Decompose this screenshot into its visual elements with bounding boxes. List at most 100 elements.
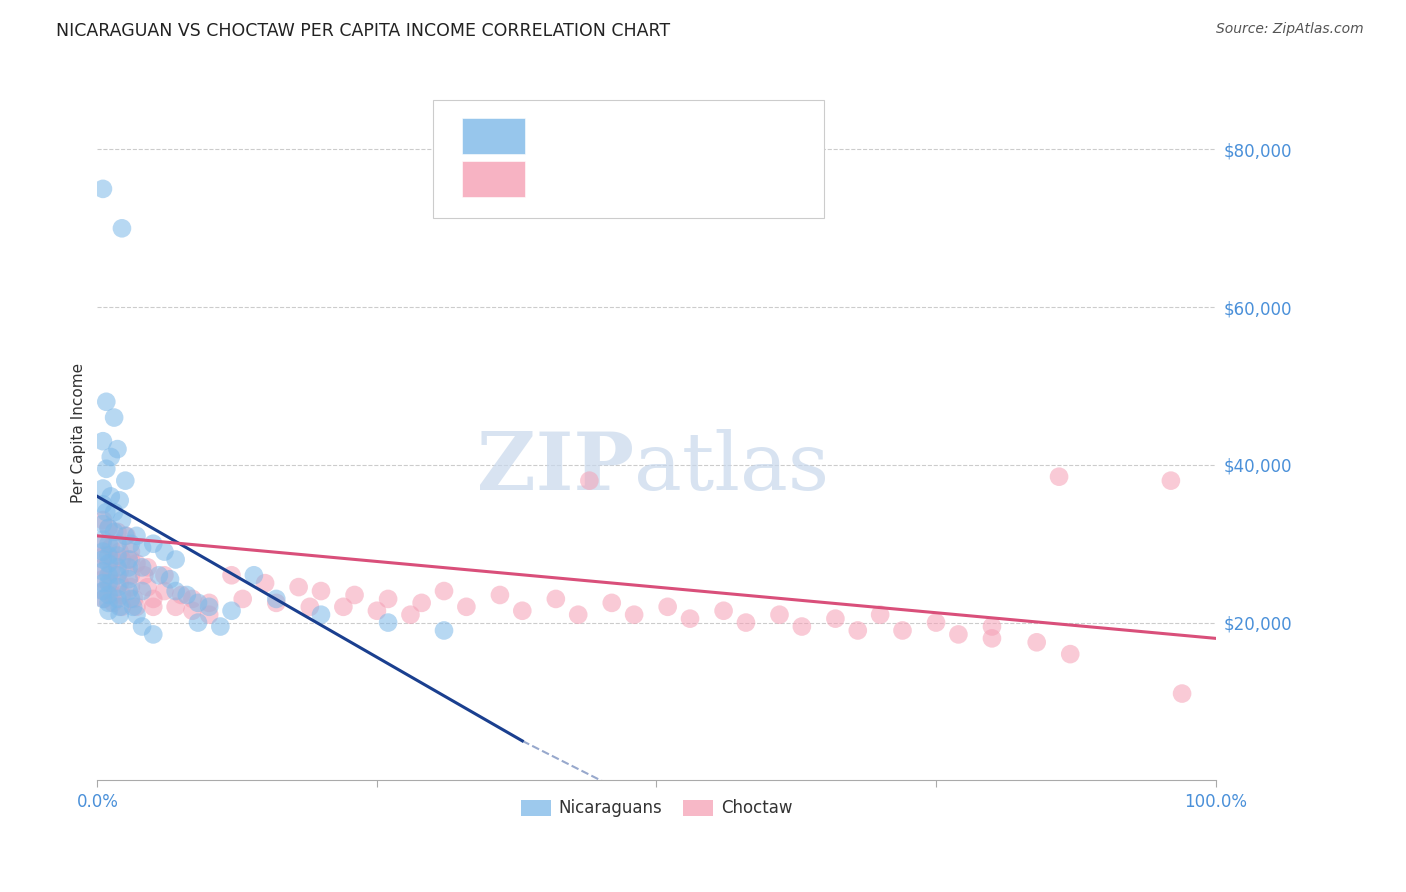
Point (97, 521, 120, 535)
Point (91, 497, 114, 511)
Point (131, 560, 153, 574)
Point (118, 552, 141, 566)
Point (91, 565, 114, 579)
Point (103, 410, 125, 425)
Point (309, 607, 332, 622)
Point (433, 584, 456, 599)
Point (332, 599, 354, 614)
Point (489, 588, 512, 602)
Point (91, 552, 114, 566)
Point (187, 615, 209, 630)
Point (118, 572, 141, 586)
Point (176, 588, 198, 602)
Point (187, 596, 209, 610)
Point (114, 529, 136, 543)
Point (713, 604, 735, 618)
Point (136, 580, 159, 594)
Point (101, 552, 124, 566)
Point (114, 474, 136, 488)
FancyBboxPatch shape (463, 161, 524, 197)
Legend: Nicaraguans, Choctaw: Nicaraguans, Choctaw (513, 793, 799, 824)
Point (264, 596, 287, 610)
Point (1025, 635, 1047, 649)
Point (165, 552, 187, 566)
Point (100, 490, 122, 504)
Point (131, 619, 153, 633)
Point (411, 596, 433, 610)
Point (91, 537, 114, 551)
Point (111, 552, 134, 566)
Text: R = -0.484: R = -0.484 (536, 128, 621, 143)
Point (93, 584, 115, 599)
Point (108, 599, 131, 614)
Point (142, 599, 165, 614)
Point (100, 565, 122, 579)
Text: N = 71: N = 71 (702, 128, 758, 143)
Point (221, 568, 243, 582)
Point (134, 568, 156, 582)
Point (298, 599, 321, 614)
FancyBboxPatch shape (433, 100, 824, 219)
Point (107, 580, 129, 594)
Point (111, 513, 134, 527)
Point (891, 624, 914, 638)
Point (377, 591, 399, 606)
Point (869, 607, 891, 622)
Point (254, 576, 277, 591)
Point (1059, 647, 1081, 661)
Point (118, 560, 141, 574)
Point (97, 537, 120, 551)
Point (1160, 474, 1182, 488)
Point (107, 549, 129, 563)
Point (122, 591, 145, 606)
Point (287, 580, 309, 594)
Point (142, 627, 165, 641)
Point (103, 505, 125, 519)
Point (122, 599, 145, 614)
Point (107, 524, 129, 539)
Point (824, 612, 846, 626)
Point (107, 442, 129, 456)
Point (131, 584, 153, 599)
Text: ZIP: ZIP (477, 429, 634, 507)
Point (131, 541, 153, 555)
Point (165, 584, 187, 599)
Point (120, 552, 142, 566)
Point (264, 591, 287, 606)
Point (399, 607, 422, 622)
Point (221, 604, 243, 618)
Point (198, 596, 221, 610)
Point (120, 537, 142, 551)
Point (456, 599, 478, 614)
Point (91, 434, 114, 449)
Text: R = -0.440: R = -0.440 (536, 172, 621, 186)
Point (97, 596, 120, 610)
Point (125, 599, 148, 614)
Point (111, 588, 134, 602)
Point (107, 560, 129, 574)
Point (366, 604, 388, 618)
Point (1047, 469, 1070, 483)
Point (153, 544, 176, 558)
Point (1171, 687, 1194, 701)
Point (120, 544, 142, 558)
Point (91, 533, 114, 547)
Point (209, 619, 232, 633)
Point (108, 493, 131, 508)
Point (925, 615, 948, 630)
Point (142, 537, 165, 551)
Point (101, 588, 124, 602)
Point (657, 599, 679, 614)
FancyBboxPatch shape (463, 118, 524, 153)
Point (108, 544, 131, 558)
Point (309, 584, 332, 599)
Y-axis label: Per Capita Income: Per Capita Income (72, 363, 86, 503)
Point (108, 607, 131, 622)
Point (510, 604, 533, 618)
Point (115, 529, 138, 543)
Point (97, 588, 120, 602)
Point (93, 591, 115, 606)
Point (679, 612, 702, 626)
Point (125, 607, 148, 622)
Text: NICARAGUAN VS CHOCTAW PER CAPITA INCOME CORRELATION CHART: NICARAGUAN VS CHOCTAW PER CAPITA INCOME … (56, 22, 671, 40)
